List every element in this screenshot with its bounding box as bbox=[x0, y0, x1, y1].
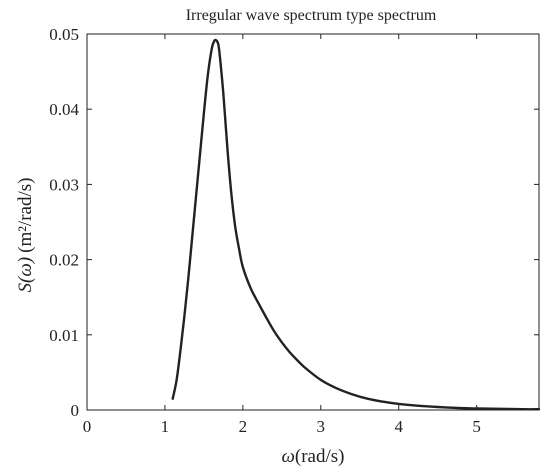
plot-frame bbox=[86, 33, 540, 411]
y-axis-label-symbol: S(ω) bbox=[15, 257, 36, 293]
y-tick-label: 0.04 bbox=[49, 100, 79, 119]
x-axis-label-unit: (rad/s) bbox=[295, 446, 345, 467]
svg-text:S(ω)(m²/rad/s): S(ω) (m²/rad/s) bbox=[15, 178, 36, 293]
plot-area bbox=[171, 38, 541, 411]
axes bbox=[86, 33, 540, 411]
chart-title: Irregular wave spectrum type spectrum bbox=[186, 7, 437, 24]
x-tick-label: 1 bbox=[161, 417, 170, 436]
x-tick-label: 4 bbox=[394, 417, 403, 436]
x-axis-label-symbol: ω bbox=[281, 446, 294, 467]
y-tick-label: 0.05 bbox=[49, 25, 79, 44]
x-tick-label: 3 bbox=[317, 417, 326, 436]
y-axis-label-unit: (m²/rad/s) bbox=[15, 178, 36, 253]
spectrum-line bbox=[171, 38, 541, 411]
y-tick-label: 0.01 bbox=[49, 326, 79, 345]
x-axis-label: ω(rad/s) bbox=[281, 446, 344, 467]
y-tick-label: 0.03 bbox=[49, 175, 79, 194]
x-tick-label: 2 bbox=[239, 417, 248, 436]
ticks: 0 1 2 3 4 5 0 0.01 0.02 0.03 0.04 0.05 bbox=[49, 25, 539, 436]
x-tick-label: 5 bbox=[472, 417, 481, 436]
y-tick-label: 0.02 bbox=[49, 251, 79, 270]
y-tick-label: 0 bbox=[71, 401, 80, 420]
y-axis-label: S(ω) (m²/rad/s) bbox=[15, 178, 36, 293]
x-tick-label: 0 bbox=[83, 417, 92, 436]
